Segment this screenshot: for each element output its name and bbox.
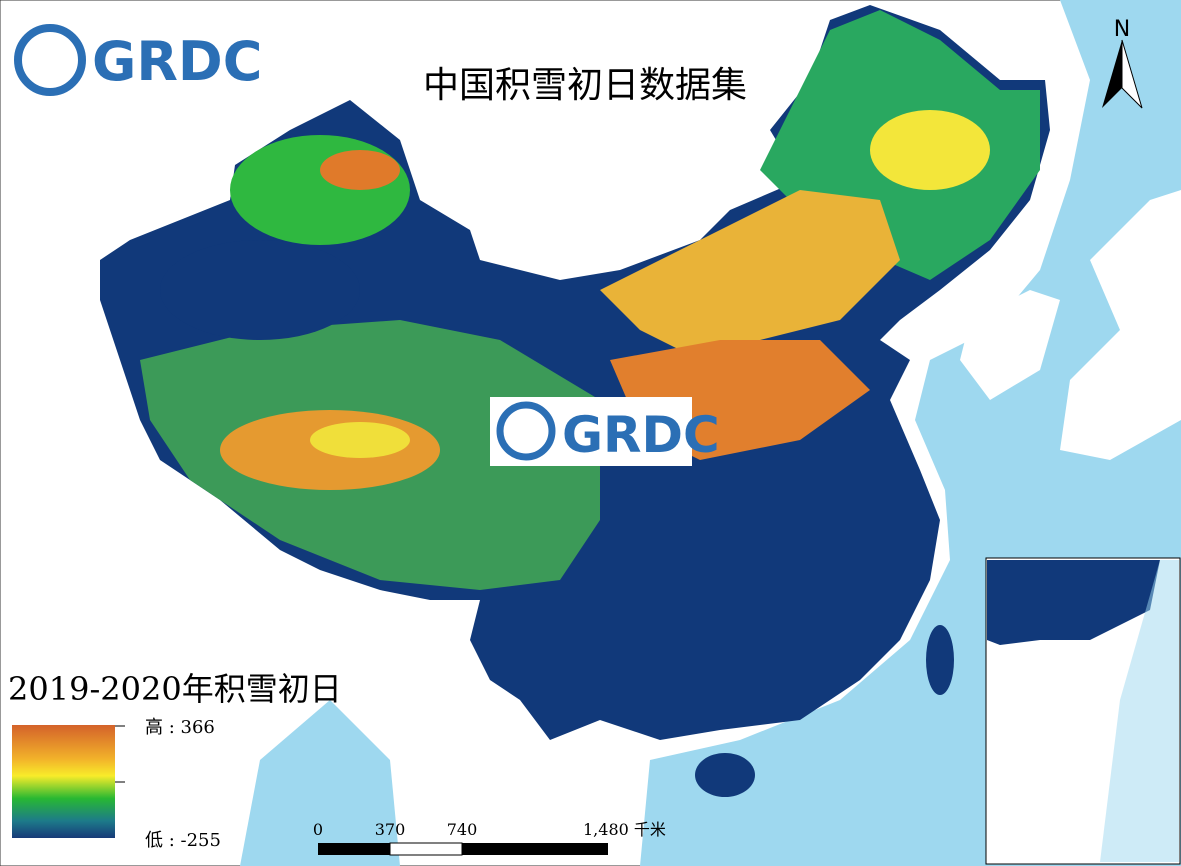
- inset-sea: [1100, 560, 1179, 862]
- hainan: [695, 753, 755, 797]
- region-green: [230, 135, 410, 245]
- logo-icon: [14, 24, 86, 96]
- japan: [1060, 190, 1181, 460]
- scale-segment: [318, 843, 390, 855]
- scale-segment: [389, 842, 463, 856]
- title: 中国积雪初日数据集: [423, 65, 747, 106]
- scale-segment: [462, 843, 608, 855]
- region-north: [600, 190, 900, 360]
- scale-label: 740: [447, 820, 478, 839]
- tarim-basin: [160, 240, 360, 340]
- legend-low: 低 : -255: [145, 830, 221, 851]
- region-yellow: [870, 110, 990, 190]
- north-arrow: [1102, 40, 1122, 108]
- region-orange: [320, 150, 400, 190]
- scale-label: 370: [375, 820, 406, 839]
- watermark-text: GRDC: [562, 406, 720, 464]
- north-label: N: [1114, 17, 1130, 42]
- inset-land: [987, 560, 1160, 645]
- legend-high: 高 : 366: [145, 717, 215, 738]
- watermark-icon: [496, 401, 556, 461]
- taiwan: [926, 625, 954, 695]
- logo-text: GRDC: [92, 30, 262, 93]
- sea-west: [240, 700, 400, 866]
- scale-label: 1,480 千米: [583, 820, 666, 839]
- legend-title: 2019-2020年积雪初日: [8, 670, 342, 708]
- region-plateau-yellow: [310, 422, 410, 458]
- korea: [960, 290, 1060, 400]
- scale-label: 0: [313, 820, 323, 839]
- north-arrow-half: [1121, 39, 1143, 109]
- legend-ramp: [12, 725, 115, 838]
